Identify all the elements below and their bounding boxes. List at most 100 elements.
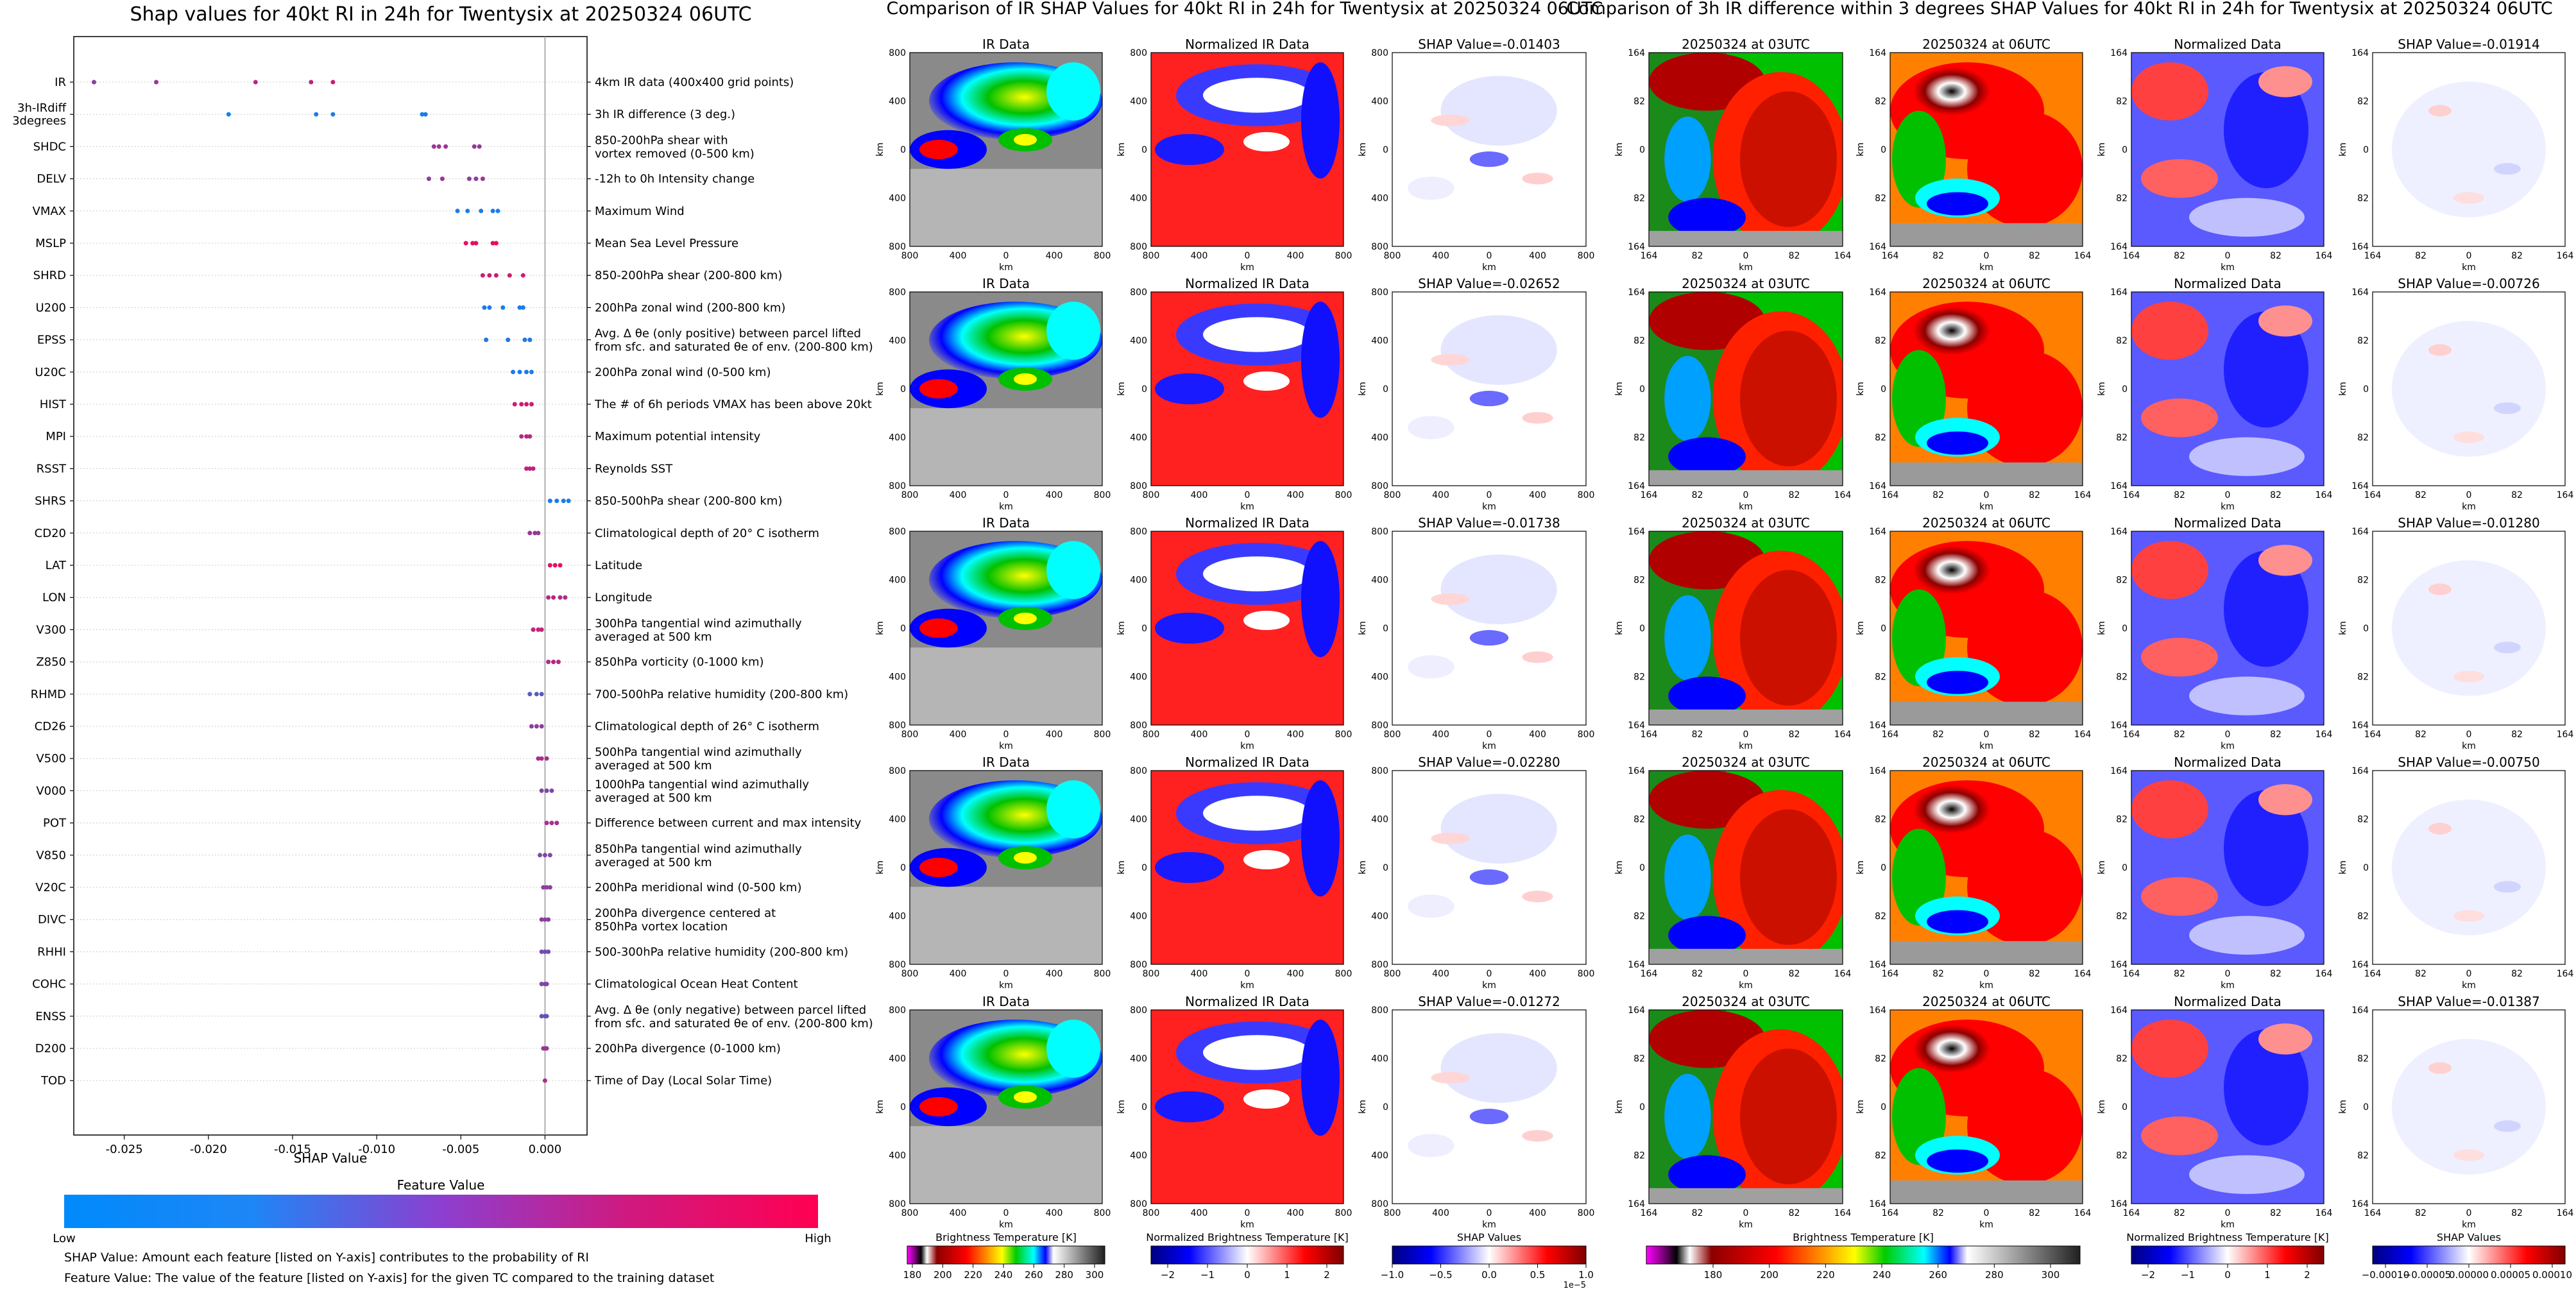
feature-desc-label: 700-500hPa relative humidity (200-800 km… bbox=[595, 688, 848, 701]
panel-xlabel: km bbox=[1482, 262, 1496, 273]
panel-image bbox=[2131, 291, 2324, 486]
panel-ytick: 0 bbox=[1141, 863, 1147, 873]
feature-code-label: 3h-IRdiff 3degrees bbox=[12, 101, 67, 128]
panel-xtick: 164 bbox=[1834, 730, 1852, 740]
panel-image bbox=[1150, 52, 1344, 247]
feature-desc-label: 200hPa meridional wind (0-500 km) bbox=[595, 881, 801, 894]
shap-point bbox=[506, 337, 511, 343]
panel-title: 20250324 at 03UTC bbox=[1682, 755, 1810, 770]
panel-ytick: 82 bbox=[2357, 1054, 2369, 1064]
panel-ylabel: km bbox=[1614, 860, 1625, 875]
colorbar-tick-label: 260 bbox=[1025, 1269, 1043, 1281]
panel-ytick: 400 bbox=[1130, 576, 1147, 586]
ir-comparison-title: Comparison of IR SHAP Values for 40kt RI… bbox=[887, 0, 1603, 19]
panel-xtick: 0 bbox=[1487, 730, 1492, 740]
panel-ytick: 0 bbox=[1141, 624, 1147, 634]
shap-point bbox=[420, 112, 425, 117]
xtick-label: -0.025 bbox=[106, 1143, 143, 1156]
colorbar-gradient bbox=[1392, 1245, 1587, 1265]
panel-ytick: 800 bbox=[1371, 242, 1388, 252]
panel-xtick: 400 bbox=[1432, 1208, 1449, 1218]
grid-panel: SHAP Value=-0.01914164164828200828216416… bbox=[2338, 37, 2573, 273]
panel-ylabel: km bbox=[1358, 860, 1368, 875]
panel-ytick: 164 bbox=[1869, 48, 1886, 58]
panel-xtick: 0 bbox=[1487, 969, 1492, 979]
panel-xtick: 800 bbox=[1384, 490, 1401, 500]
panel-title: Normalized IR Data bbox=[1185, 755, 1309, 770]
shap-point bbox=[539, 724, 544, 729]
panel-ytick: 82 bbox=[1633, 912, 1645, 922]
panel-ylabel: km bbox=[875, 142, 885, 157]
panel-xtick: 82 bbox=[2415, 1208, 2427, 1218]
panel-xtick: 800 bbox=[1094, 490, 1111, 500]
panel-image bbox=[1889, 52, 2083, 247]
panel-xlabel: km bbox=[1979, 741, 1993, 751]
feature-value-colorbar-title: Feature Value bbox=[397, 1177, 485, 1193]
feature-desc-label: 1000hPa tangential wind azimuthally avera… bbox=[595, 778, 809, 805]
colorbar-tick-label: 2 bbox=[2304, 1269, 2310, 1281]
panel-ytick: 400 bbox=[1130, 815, 1147, 825]
panel-xlabel: km bbox=[1979, 980, 1993, 991]
panel-xtick: 82 bbox=[1789, 251, 1800, 261]
feature-desc-label: -12h to 0h Intensity change bbox=[595, 173, 755, 186]
panel-xtick: 400 bbox=[950, 969, 967, 979]
panel-ytick: 164 bbox=[2110, 721, 2128, 731]
panel-ytick: 0 bbox=[1141, 384, 1147, 395]
panel-xtick: 0 bbox=[2225, 251, 2231, 261]
panel-ytick: 164 bbox=[1869, 721, 1886, 731]
shap-point bbox=[529, 370, 534, 375]
shap-point bbox=[554, 821, 559, 826]
panel-ytick: 0 bbox=[1639, 145, 1645, 155]
panel-ytick: 800 bbox=[1371, 1005, 1388, 1016]
shap-point bbox=[529, 724, 534, 729]
panel-image bbox=[909, 770, 1103, 965]
feature-code-label: CD26 bbox=[35, 720, 66, 733]
panel-ytick: 164 bbox=[2351, 960, 2369, 970]
panel-ytick: 82 bbox=[2116, 1151, 2128, 1161]
panel-xtick: 164 bbox=[1882, 251, 1899, 261]
panel-ylabel: km bbox=[2338, 621, 2348, 635]
panel-ylabel: km bbox=[2338, 1100, 2348, 1114]
panel-ytick: 0 bbox=[1881, 863, 1886, 873]
panel-xlabel: km bbox=[999, 262, 1013, 273]
grid-panel: Normalized Data1641648282008282164164kmk… bbox=[2097, 994, 2332, 1230]
colorbar-tick-label: 280 bbox=[1055, 1269, 1073, 1281]
panel-xtick: 800 bbox=[901, 251, 919, 261]
feature-code-label: DIVC bbox=[38, 913, 66, 926]
shap-point bbox=[524, 370, 529, 375]
panel-title: Normalized IR Data bbox=[1185, 994, 1309, 1009]
panel-ytick: 164 bbox=[2110, 48, 2128, 58]
panel-ytick: 400 bbox=[1371, 1054, 1388, 1064]
panel-xtick: 400 bbox=[1046, 1208, 1063, 1218]
panel-ytick: 800 bbox=[889, 48, 906, 58]
panel-ytick: 400 bbox=[1371, 336, 1388, 346]
panel-image bbox=[1648, 1009, 1843, 1204]
grid-panel: SHAP Value=-0.01387164164828200828216416… bbox=[2338, 994, 2573, 1230]
panel-ytick: 0 bbox=[2363, 863, 2369, 873]
feature-desc-label: 850hPa vorticity (0-1000 km) bbox=[595, 656, 764, 669]
panel-ytick: 82 bbox=[2357, 815, 2369, 825]
panel-xtick: 164 bbox=[1641, 251, 1658, 261]
panel-ytick: 164 bbox=[1628, 766, 1645, 776]
colorbar-tick-label: 180 bbox=[1704, 1269, 1723, 1281]
panel-xtick: 0 bbox=[2225, 730, 2231, 740]
colorbar-tick-label: 0.00005 bbox=[2491, 1269, 2530, 1281]
shap-point bbox=[539, 1014, 544, 1019]
panel-xtick: 800 bbox=[1384, 730, 1401, 740]
shap-point bbox=[520, 305, 525, 310]
panel-ytick: 800 bbox=[1130, 766, 1147, 776]
panel-title: Normalized Data bbox=[2174, 276, 2282, 291]
panel-ytick: 800 bbox=[1371, 48, 1388, 58]
feature-desc-label: Time of Day (Local Solar Time) bbox=[594, 1074, 772, 1088]
panel-ytick: 82 bbox=[1875, 672, 1886, 683]
shap-point bbox=[536, 756, 541, 761]
panel-ytick: 800 bbox=[1371, 766, 1388, 776]
panel-ytick: 82 bbox=[2357, 336, 2369, 346]
panel-ytick: 400 bbox=[889, 1054, 906, 1064]
panel-image bbox=[2372, 52, 2566, 247]
panel-xtick: 800 bbox=[1578, 1208, 1595, 1218]
panel-ytick: 800 bbox=[1130, 48, 1147, 58]
panel-xtick: 0 bbox=[2225, 1208, 2231, 1218]
shap-point bbox=[253, 80, 258, 85]
